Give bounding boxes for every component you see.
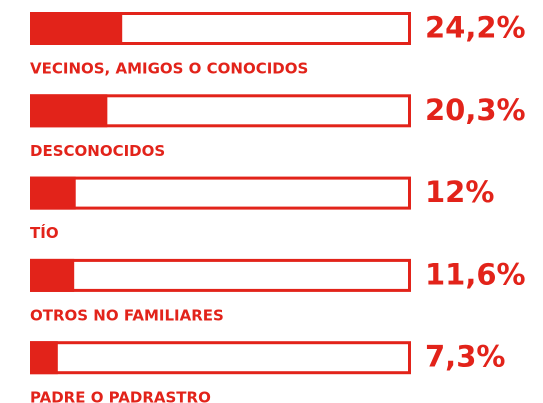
category-label: TÍO <box>30 223 59 242</box>
bar-track <box>30 12 411 45</box>
bar-fill <box>30 341 58 375</box>
bar-track <box>30 258 411 292</box>
value-label: 11,6% <box>425 257 526 291</box>
bar-fill <box>30 94 108 128</box>
bar-fill <box>30 258 75 292</box>
bar-track <box>30 94 411 128</box>
category-label: VECINOS, AMIGOS O CONOCIDOS <box>30 60 308 78</box>
value-label: 20,3% <box>425 93 526 127</box>
bar-track <box>30 176 411 210</box>
category-label: OTROS NO FAMILIARES <box>30 306 224 324</box>
value-label: 12% <box>425 175 494 209</box>
bar-track <box>30 341 411 375</box>
bar-fill <box>30 176 76 210</box>
value-label: 7,3% <box>425 340 505 374</box>
category-label: DESCONOCIDOS <box>30 142 165 160</box>
category-label: PADRE O PADRASTRO <box>30 389 211 403</box>
bar-fill <box>30 12 123 45</box>
value-label: 24,2% <box>425 11 526 45</box>
